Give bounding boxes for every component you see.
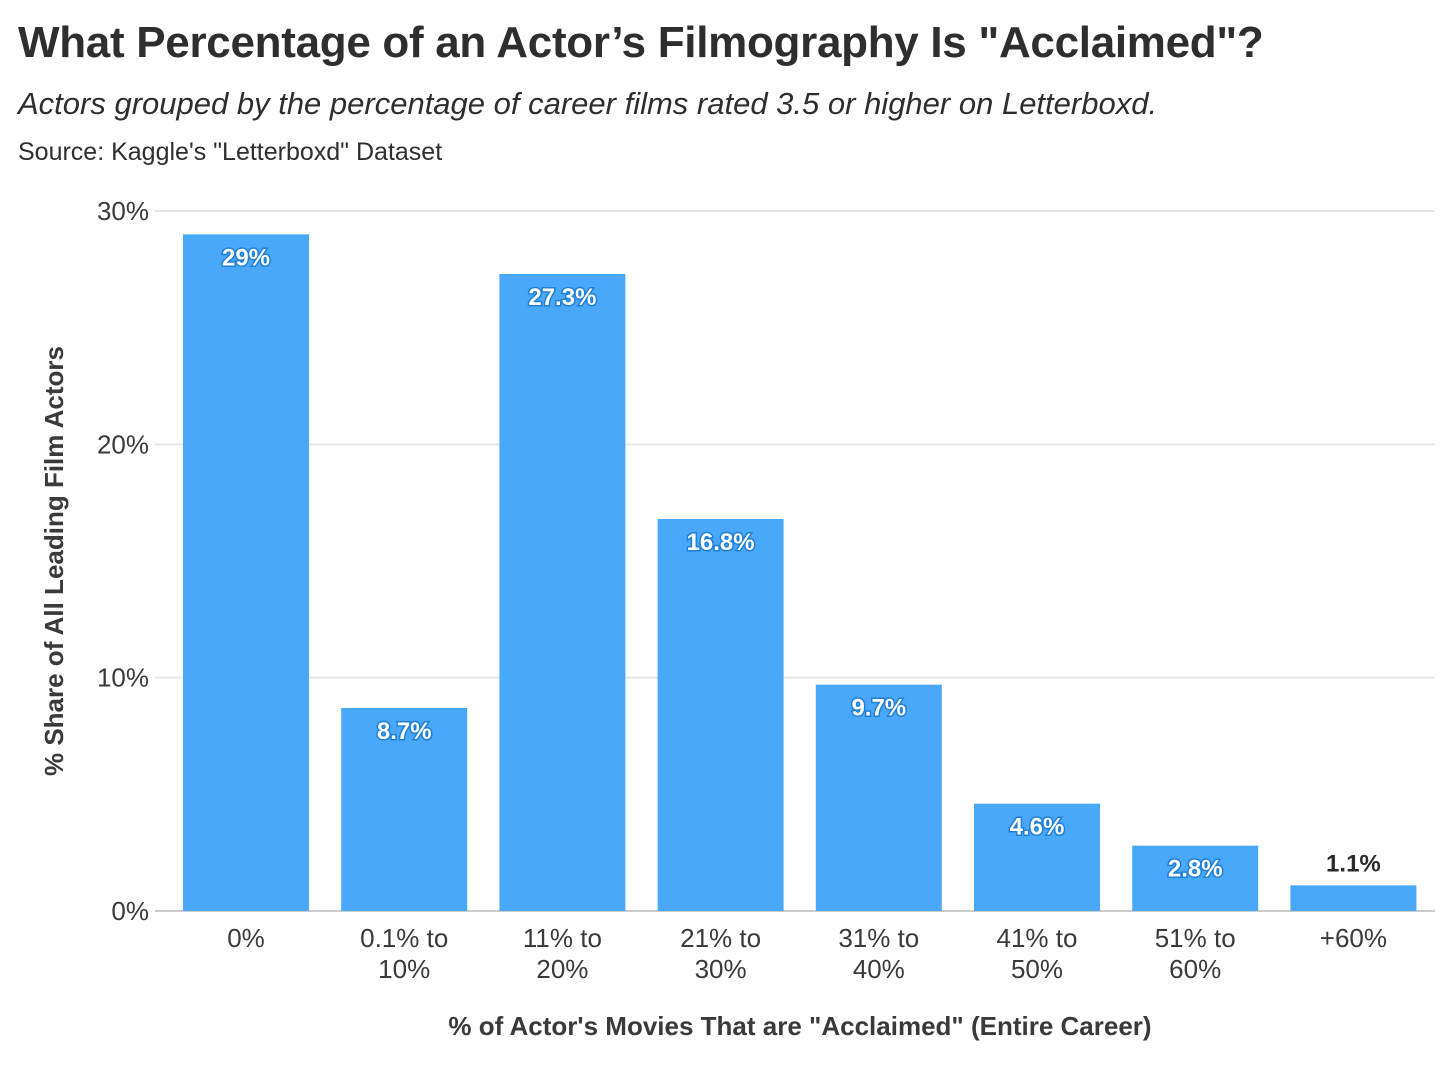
bar [1290, 885, 1417, 911]
y-tick-label: 10% [97, 663, 149, 693]
data-label: 16.8% [687, 529, 755, 556]
data-label: 27.3% [528, 284, 596, 311]
x-tick-label: 0.1% to [360, 923, 448, 953]
x-tick-label: 51% to [1155, 923, 1236, 953]
chart-source: Source: Kaggle's "Letterboxd" Dataset [18, 138, 443, 166]
data-label: 29% [222, 244, 270, 271]
data-label: 4.6% [1010, 814, 1065, 841]
x-tick-label: 0% [227, 923, 265, 953]
x-tick-label: 21% to [680, 923, 761, 953]
x-axis-title: % of Actor's Movies That are "Acclaimed"… [448, 1011, 1151, 1041]
bar [1132, 845, 1259, 911]
data-label: 8.7% [377, 718, 432, 745]
x-tick-label: 31% to [838, 923, 919, 953]
x-tick-label: 41% to [997, 923, 1078, 953]
chart-title: What Percentage of an Actor’s Filmograph… [18, 18, 1264, 67]
x-tick-label: +60% [1320, 923, 1387, 953]
bars [183, 234, 1417, 912]
x-tick-label: 60% [1169, 954, 1221, 984]
x-tick-label: 50% [1011, 954, 1063, 984]
y-tick-label: 30% [97, 196, 149, 226]
x-tick-label: 20% [536, 954, 588, 984]
x-tick-label: 10% [378, 954, 430, 984]
y-axis-ticks: 0% 10% 20% 30% [97, 196, 149, 926]
data-label: 9.7% [851, 695, 906, 722]
bar [974, 803, 1100, 911]
x-tick-label: 40% [853, 954, 905, 984]
x-tick-label: 11% to [523, 923, 602, 953]
y-tick-label: 20% [97, 429, 149, 459]
bar [815, 684, 942, 911]
bar [657, 519, 784, 911]
bar [341, 708, 468, 911]
y-tick-label: 0% [111, 896, 149, 926]
data-label: 1.1% [1326, 850, 1381, 877]
chart-subtitle: Actors grouped by the percentage of care… [18, 86, 1158, 121]
x-tick-label: 30% [695, 954, 747, 984]
y-axis-title: % Share of All Leading Film Actors [39, 346, 69, 776]
bar [183, 234, 309, 912]
bar [499, 274, 626, 911]
data-labels: 29% 8.7% 27.3% 16.8% 9.7% 4.6% 2.8% 1.1% [220, 243, 1381, 884]
data-label: 2.8% [1168, 856, 1223, 883]
